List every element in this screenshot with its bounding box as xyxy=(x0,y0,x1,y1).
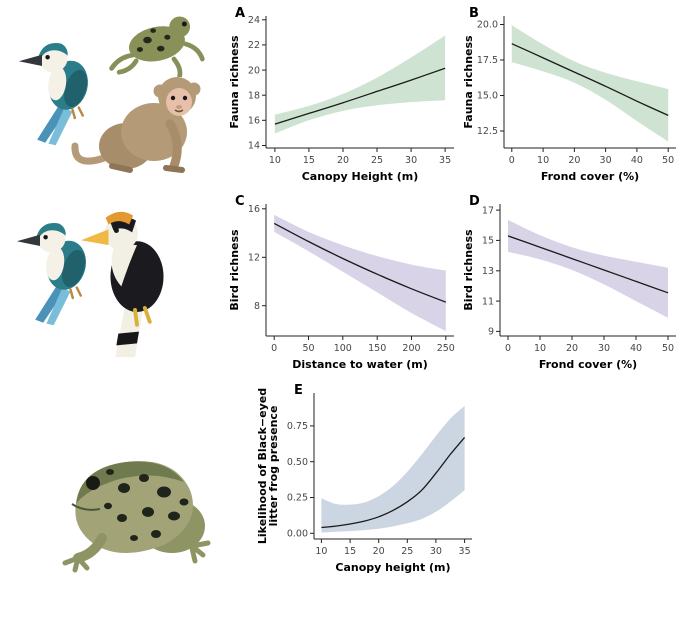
svg-text:17.5: 17.5 xyxy=(477,55,498,66)
svg-text:30: 30 xyxy=(405,155,417,166)
svg-text:25: 25 xyxy=(371,155,383,166)
black-eyed-litter-frog-illustration xyxy=(52,412,222,577)
svg-text:30: 30 xyxy=(598,343,610,354)
svg-text:0.75: 0.75 xyxy=(287,421,308,432)
svg-text:Canopy height (m): Canopy height (m) xyxy=(335,561,450,574)
svg-text:30: 30 xyxy=(600,155,612,166)
svg-text:16: 16 xyxy=(248,204,260,215)
svg-text:50: 50 xyxy=(662,155,674,166)
svg-text:35: 35 xyxy=(459,546,471,557)
chart-fauna-richness-vs-frond-cover: 0 10 20 30 40 50 12.5 15.0 17.5 20.0 Frond cover (… xyxy=(462,16,676,183)
svg-text:35: 35 xyxy=(439,155,451,166)
svg-text:22: 22 xyxy=(248,40,260,51)
svg-text:15: 15 xyxy=(482,236,494,247)
panel-c-bird-vs-distance-to-water: C 0 50 100 150 200 250 8 12 16 Distance to water … xyxy=(226,192,462,374)
svg-text:0.00: 0.00 xyxy=(287,529,308,540)
svg-text:0: 0 xyxy=(509,155,515,166)
svg-text:0: 0 xyxy=(271,343,277,354)
svg-text:20: 20 xyxy=(248,65,260,76)
svg-text:12: 12 xyxy=(248,253,260,264)
svg-text:20: 20 xyxy=(566,343,578,354)
svg-text:0.25: 0.25 xyxy=(287,493,308,504)
svg-text:100: 100 xyxy=(334,343,352,354)
hornbill-illustration xyxy=(78,198,196,365)
svg-text:15: 15 xyxy=(303,155,315,166)
svg-text:Distance to water (m): Distance to water (m) xyxy=(292,358,428,371)
panel-e-frog-presence-vs-canopy: E 10 15 20 25 30 35 0.00 0.25 0.50 0.75 Canopy hei… xyxy=(254,381,486,577)
panel-label-e: E xyxy=(294,383,303,398)
svg-text:30: 30 xyxy=(430,546,442,557)
svg-text:16: 16 xyxy=(248,116,260,127)
svg-text:litter frog presence: litter frog presence xyxy=(267,406,280,527)
panel-d-bird-vs-frond-cover: D 0 10 20 30 40 50 9 11 13 15 17 Frond cover (%) Bir… xyxy=(460,192,684,374)
svg-text:Fauna richness: Fauna richness xyxy=(462,35,475,129)
bird-illustration-group xyxy=(8,196,208,374)
svg-text:0: 0 xyxy=(505,343,511,354)
svg-text:0.50: 0.50 xyxy=(287,457,308,468)
chart-fauna-richness-vs-canopy-height: 10 15 20 25 30 35 14 16 18 20 22 24 Canopy Height (m… xyxy=(228,15,454,183)
svg-text:Bird richness: Bird richness xyxy=(462,229,475,311)
svg-text:24: 24 xyxy=(248,15,260,26)
svg-text:10: 10 xyxy=(534,343,546,354)
svg-text:20: 20 xyxy=(373,546,385,557)
panel-a-fauna-vs-canopy: A 10 15 20 25 30 35 14 16 18 20 22 24 Canopy Height … xyxy=(226,4,462,186)
svg-text:40: 40 xyxy=(630,343,642,354)
svg-text:Fauna richness: Fauna richness xyxy=(228,35,241,129)
svg-text:20: 20 xyxy=(337,155,349,166)
svg-text:150: 150 xyxy=(368,343,386,354)
svg-text:Frond cover (%): Frond cover (%) xyxy=(541,170,639,183)
svg-text:25: 25 xyxy=(401,546,413,557)
svg-text:15.0: 15.0 xyxy=(477,91,498,102)
svg-text:Canopy Height (m): Canopy Height (m) xyxy=(302,170,419,183)
svg-text:10: 10 xyxy=(537,155,549,166)
svg-text:40: 40 xyxy=(631,155,643,166)
svg-text:20: 20 xyxy=(568,155,580,166)
chart-bird-richness-vs-frond-cover: 0 10 20 30 40 50 9 11 13 15 17 Frond cover (%) Bird … xyxy=(462,204,676,371)
svg-text:9: 9 xyxy=(488,327,494,338)
macaque-illustration xyxy=(68,58,218,183)
chart-frog-presence-likelihood-vs-canopy-height: 10 15 20 25 30 35 0.00 0.25 0.50 0.75 Canopy heigh… xyxy=(256,388,472,574)
svg-text:17: 17 xyxy=(482,205,494,216)
panel-label-a: A xyxy=(235,6,246,21)
frog-illustration-group xyxy=(52,412,222,584)
svg-text:10: 10 xyxy=(315,546,327,557)
svg-text:15: 15 xyxy=(344,546,356,557)
fauna-illustration-group xyxy=(8,6,220,184)
svg-text:13: 13 xyxy=(482,266,494,277)
chart-bird-richness-vs-distance-to-water: 0 50 100 150 200 250 8 12 16 Distance to water (m… xyxy=(228,204,455,371)
svg-text:10: 10 xyxy=(269,155,281,166)
svg-text:Frond cover (%): Frond cover (%) xyxy=(539,358,637,371)
svg-text:8: 8 xyxy=(254,301,260,312)
svg-text:50: 50 xyxy=(662,343,674,354)
svg-text:18: 18 xyxy=(248,90,260,101)
svg-text:50: 50 xyxy=(302,343,314,354)
svg-text:Bird richness: Bird richness xyxy=(228,229,241,311)
svg-text:20.0: 20.0 xyxy=(477,20,498,31)
svg-text:250: 250 xyxy=(437,343,455,354)
svg-text:Likelihood of Black−eyed: Likelihood of Black−eyed xyxy=(256,388,269,544)
panel-label-c: C xyxy=(235,194,245,209)
panel-b-fauna-vs-frond-cover: B 0 10 20 30 40 50 12.5 15.0 17.5 20.0 Frond cover… xyxy=(460,4,684,186)
svg-text:11: 11 xyxy=(482,296,494,307)
svg-text:12.5: 12.5 xyxy=(477,126,498,137)
panel-label-d: D xyxy=(469,194,480,209)
svg-text:14: 14 xyxy=(248,141,260,152)
panel-label-b: B xyxy=(469,6,479,21)
svg-text:200: 200 xyxy=(402,343,420,354)
